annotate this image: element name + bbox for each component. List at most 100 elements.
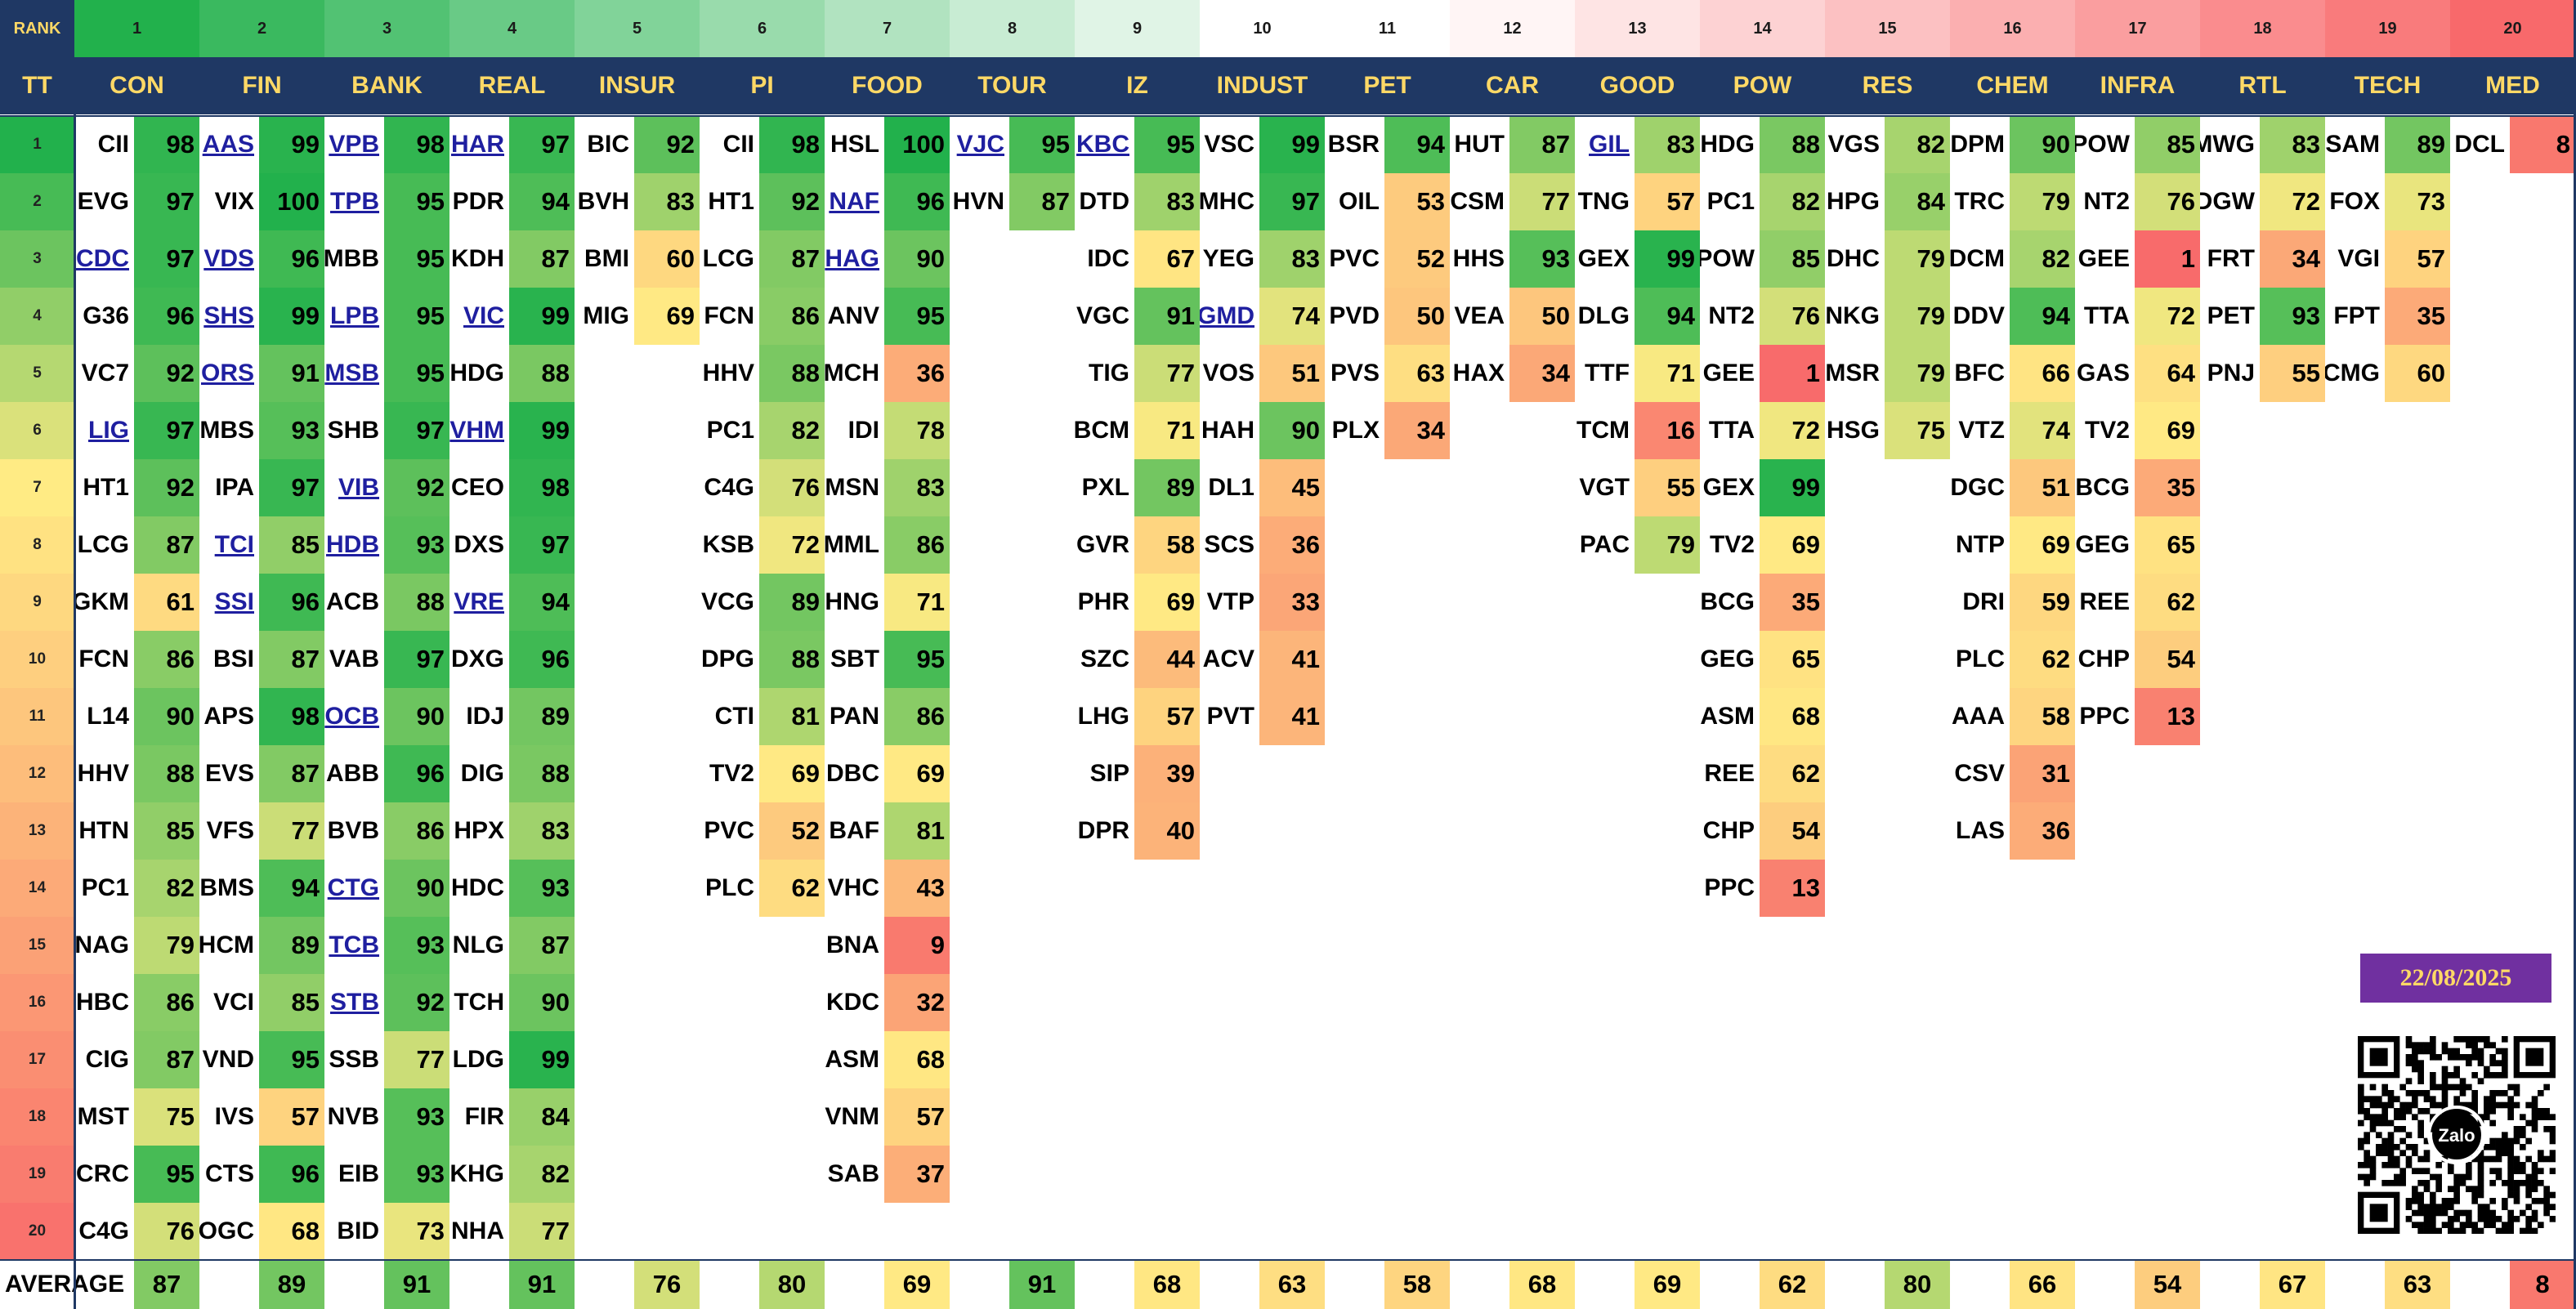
stock-score: 69 <box>759 745 825 802</box>
sector-header[interactable]: INSUR <box>575 57 700 114</box>
stock-symbol: SSB <box>329 1046 379 1073</box>
stock-score: 95 <box>884 288 950 345</box>
stock-score: 98 <box>509 459 575 516</box>
stock-symbol: HCM <box>199 931 254 958</box>
stock-score: 97 <box>259 459 324 516</box>
stock-symbol-link[interactable]: AAS <box>202 131 254 158</box>
stock-score: 75 <box>1885 402 1950 459</box>
stock-symbol: CII <box>722 131 754 158</box>
stock-symbol: BIC <box>587 131 629 158</box>
stock-symbol-link[interactable]: VDS <box>203 245 254 272</box>
stock-symbol: PVT <box>1206 703 1254 730</box>
sector-header[interactable]: REAL <box>449 57 575 114</box>
sector-header[interactable]: RTL <box>2200 57 2325 114</box>
stock-symbol-link[interactable]: CTG <box>327 874 379 901</box>
sector-rank: 9 <box>1075 0 1200 57</box>
stock-symbol-link[interactable]: NAF <box>829 188 879 215</box>
stock-symbol-link[interactable]: MSB <box>324 360 379 386</box>
stock-symbol-link[interactable]: KBC <box>1076 131 1129 158</box>
stock-score: 92 <box>634 116 700 173</box>
sector-header[interactable]: POW <box>1700 57 1825 114</box>
stock-score: 90 <box>1259 402 1325 459</box>
sector-average: 89 <box>259 1260 324 1309</box>
sector-header[interactable]: MED <box>2450 57 2575 114</box>
stock-score: 36 <box>2010 802 2075 860</box>
tt-row-number: 19 <box>0 1146 74 1203</box>
stock-score: 87 <box>134 1031 199 1088</box>
date-badge: 22/08/2025 <box>2360 954 2551 1003</box>
stock-symbol-link[interactable]: HDB <box>326 531 379 558</box>
stock-symbol-link[interactable]: TPB <box>330 188 379 215</box>
stock-score: 96 <box>384 745 449 802</box>
sector-average: 91 <box>1009 1260 1075 1309</box>
stock-score: 54 <box>2135 631 2200 688</box>
stock-symbol-link[interactable]: STB <box>330 989 379 1016</box>
stock-score: 55 <box>1635 459 1700 516</box>
stock-symbol-link[interactable]: CDC <box>76 245 129 272</box>
stock-score: 89 <box>259 917 324 974</box>
stock-symbol: BID <box>337 1217 379 1244</box>
sector-header[interactable]: TECH <box>2325 57 2450 114</box>
stock-symbol: ABB <box>326 760 379 787</box>
stock-symbol: REE <box>1704 760 1755 787</box>
stock-symbol-link[interactable]: TCB <box>329 931 379 958</box>
stock-score: 33 <box>1259 574 1325 631</box>
stock-symbol: HT1 <box>83 474 129 501</box>
stock-symbol: BCM <box>1075 417 1129 444</box>
sector-header[interactable]: INDUST <box>1200 57 1325 114</box>
stock-symbol-link[interactable]: LIG <box>88 417 129 444</box>
stock-symbol-link[interactable]: ORS <box>200 360 254 386</box>
stock-symbol: MWG <box>2200 131 2255 158</box>
stock-symbol: VTZ <box>1958 417 2005 444</box>
sector-header[interactable]: RES <box>1825 57 1950 114</box>
stock-symbol-link[interactable]: VPB <box>329 131 379 158</box>
stock-symbol: NHA <box>451 1217 504 1244</box>
sector-header[interactable]: GOOD <box>1575 57 1700 114</box>
stock-symbol-link[interactable]: OCB <box>324 703 379 730</box>
stock-score: 100 <box>884 116 950 173</box>
stock-symbol: PAC <box>1579 531 1630 558</box>
stock-symbol-link[interactable]: VHM <box>449 417 504 444</box>
stock-symbol-link[interactable]: GMD <box>1200 302 1254 329</box>
sector-header[interactable]: PI <box>700 57 825 114</box>
stock-symbol: EVS <box>204 760 254 787</box>
sector-header[interactable]: BANK <box>324 57 449 114</box>
stock-symbol-link[interactable]: VIC <box>463 302 504 329</box>
tt-row-number: 1 <box>0 116 74 173</box>
stock-score: 87 <box>509 917 575 974</box>
stock-symbol: DPG <box>700 646 754 672</box>
stock-symbol-link[interactable]: VRE <box>454 588 504 615</box>
stock-symbol-link[interactable]: SSI <box>214 588 254 615</box>
stock-score: 92 <box>759 173 825 230</box>
stock-symbol-link[interactable]: GIL <box>1589 131 1630 158</box>
stock-symbol-link[interactable]: HAG <box>825 245 879 272</box>
stock-score: 93 <box>384 917 449 974</box>
stock-symbol-link[interactable]: VIB <box>338 474 379 501</box>
stock-score: 13 <box>2135 688 2200 745</box>
stock-symbol-link[interactable]: SHS <box>203 302 254 329</box>
sector-header[interactable]: CON <box>74 57 199 114</box>
sector-rank: 20 <box>2450 0 2575 57</box>
sector-header[interactable]: IZ <box>1075 57 1200 114</box>
stock-symbol: TNG <box>1577 188 1630 215</box>
sector-header[interactable]: TOUR <box>950 57 1075 114</box>
stock-score: 69 <box>634 288 700 345</box>
sector-header[interactable]: PET <box>1325 57 1450 114</box>
stock-score: 94 <box>1384 116 1450 173</box>
stock-symbol-link[interactable]: TCI <box>214 531 254 558</box>
stock-score: 43 <box>884 860 950 917</box>
stock-score: 97 <box>134 173 199 230</box>
sector-header[interactable]: FIN <box>199 57 324 114</box>
sector-header[interactable]: CAR <box>1450 57 1575 114</box>
sector-header[interactable]: FOOD <box>825 57 950 114</box>
stock-symbol: VC7 <box>81 360 129 386</box>
stock-symbol-link[interactable]: LPB <box>330 302 379 329</box>
sector-header[interactable]: CHEM <box>1950 57 2075 114</box>
stock-symbol: VSC <box>1204 131 1254 158</box>
stock-score: 65 <box>1760 631 1825 688</box>
stock-symbol-link[interactable]: HAR <box>451 131 504 158</box>
sector-header[interactable]: INFRA <box>2075 57 2200 114</box>
stock-symbol-link[interactable]: VJC <box>956 131 1004 158</box>
stock-score: 69 <box>1760 516 1825 574</box>
